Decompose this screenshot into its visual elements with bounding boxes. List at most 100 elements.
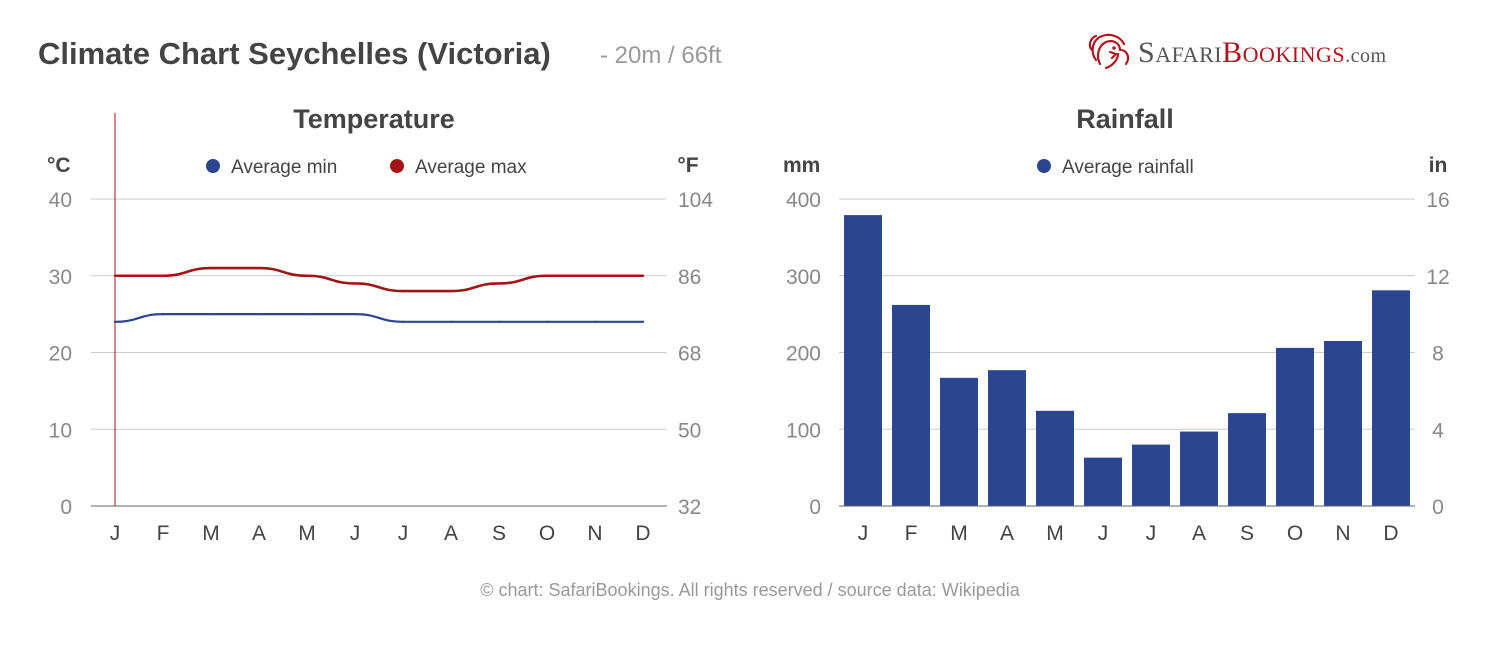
legend-marker (1037, 159, 1051, 173)
data-point (545, 274, 549, 277)
y-axis-unit-right: °F (677, 154, 698, 177)
x-tick-label: N (1335, 522, 1350, 545)
series-line-average-min (114, 313, 643, 323)
rainfall-bar (940, 377, 978, 506)
y-tick-right: 0 (1432, 496, 1444, 519)
data-point (593, 274, 597, 277)
x-tick-label: M (298, 522, 316, 545)
data-point (161, 312, 165, 316)
rainfall-bar (1084, 457, 1122, 506)
y-tick-right: 32 (678, 496, 701, 519)
series-line-average-max (115, 266, 643, 293)
rainfall-chart: Rainfall mm in Average rainfall 0 0 100 4 200 8 30… (783, 104, 1450, 545)
y-tick-right: 4 (1432, 419, 1444, 442)
page-title: Climate Chart Seychelles (Victoria) (38, 36, 551, 71)
y-tick-right: 50 (678, 419, 701, 442)
x-tick-label: J (350, 522, 361, 545)
chart-title: Rainfall (1076, 104, 1174, 134)
x-tick-label: J (398, 522, 409, 545)
data-point (641, 320, 645, 323)
y-tick-left: 200 (786, 343, 821, 366)
data-point (257, 266, 261, 270)
data-point (305, 274, 309, 277)
legend-item: Average rainfall (1062, 157, 1194, 178)
data-point (305, 312, 309, 316)
data-point (449, 289, 453, 293)
legend-item: Average max (415, 157, 527, 178)
y-tick-right: 86 (678, 266, 701, 289)
data-point (545, 320, 549, 323)
rainfall-bar (1132, 444, 1170, 506)
x-tick-label: D (1383, 522, 1398, 545)
x-tick-label: J (858, 522, 869, 545)
temperature-chart: Temperature °C °F Average min Average max 0 32… (47, 104, 713, 545)
data-point (257, 312, 261, 316)
legend-marker (206, 159, 220, 173)
y-axis-unit-left: °C (47, 154, 71, 177)
chart-title: Temperature (293, 104, 455, 134)
x-tick-label: J (1146, 522, 1157, 545)
data-point (497, 320, 501, 323)
data-point (449, 320, 453, 323)
data-point (161, 274, 165, 277)
y-axis-unit-right: in (1429, 154, 1448, 177)
legend-item: Average min (231, 157, 337, 178)
x-tick-label: N (587, 522, 602, 545)
x-tick-label: O (1287, 522, 1303, 545)
y-tick-left: 400 (786, 189, 821, 212)
x-tick-label: M (1046, 522, 1064, 545)
rainfall-bar (1372, 290, 1410, 506)
y-axis-unit-left: mm (783, 154, 820, 177)
lion-head-icon (1088, 33, 1130, 70)
y-tick-left: 20 (49, 343, 72, 366)
x-tick-label: A (444, 522, 458, 545)
legend-marker (390, 159, 404, 173)
data-point (497, 282, 501, 285)
chart-credit: © chart: SafariBookings. All rights rese… (480, 580, 1020, 600)
rainfall-bar (1324, 340, 1362, 506)
y-tick-left: 40 (49, 189, 72, 212)
data-point (641, 274, 645, 277)
y-tick-left: 30 (49, 266, 72, 289)
page-subtitle: - 20m / 66ft (600, 42, 722, 69)
data-point (401, 289, 405, 293)
y-tick-right: 12 (1426, 266, 1449, 289)
y-tick-right: 104 (678, 189, 713, 212)
data-point (593, 320, 597, 323)
rainfall-bar (1276, 347, 1314, 506)
y-tick-right: 16 (1426, 189, 1449, 212)
rainfall-bar (1180, 431, 1218, 506)
logo-wordmark: SAFARIBOOKINGS.com (1138, 36, 1387, 69)
y-tick-right: 68 (678, 343, 701, 366)
rainfall-bar (1228, 413, 1266, 506)
rainfall-bar (988, 370, 1026, 506)
y-tick-left: 100 (786, 419, 821, 442)
x-tick-label: M (202, 522, 220, 545)
x-tick-label: J (110, 522, 121, 545)
x-tick-label: S (492, 522, 506, 545)
rainfall-bar (844, 215, 882, 506)
safaribookings-logo[interactable]: SAFARIBOOKINGS.com (1086, 30, 1476, 74)
y-tick-left: 10 (49, 419, 72, 442)
data-point (209, 266, 213, 270)
rainfall-bar (892, 304, 930, 506)
x-tick-label: A (1192, 522, 1206, 545)
data-point (113, 320, 117, 323)
y-tick-left: 0 (809, 496, 821, 519)
x-tick-label: J (1098, 522, 1109, 545)
x-tick-label: S (1240, 522, 1254, 545)
x-tick-label: A (1000, 522, 1014, 545)
y-tick-left: 0 (60, 496, 72, 519)
x-tick-label: O (539, 522, 555, 545)
data-point (353, 312, 357, 316)
data-point (209, 312, 213, 316)
x-tick-label: F (905, 522, 918, 545)
x-tick-label: A (252, 522, 266, 545)
y-tick-left: 300 (786, 266, 821, 289)
y-tick-right: 8 (1432, 343, 1444, 366)
rainfall-bar (1036, 410, 1074, 506)
x-tick-label: D (635, 522, 650, 545)
data-point (353, 282, 357, 285)
x-tick-label: F (157, 522, 170, 545)
data-point (113, 274, 117, 277)
